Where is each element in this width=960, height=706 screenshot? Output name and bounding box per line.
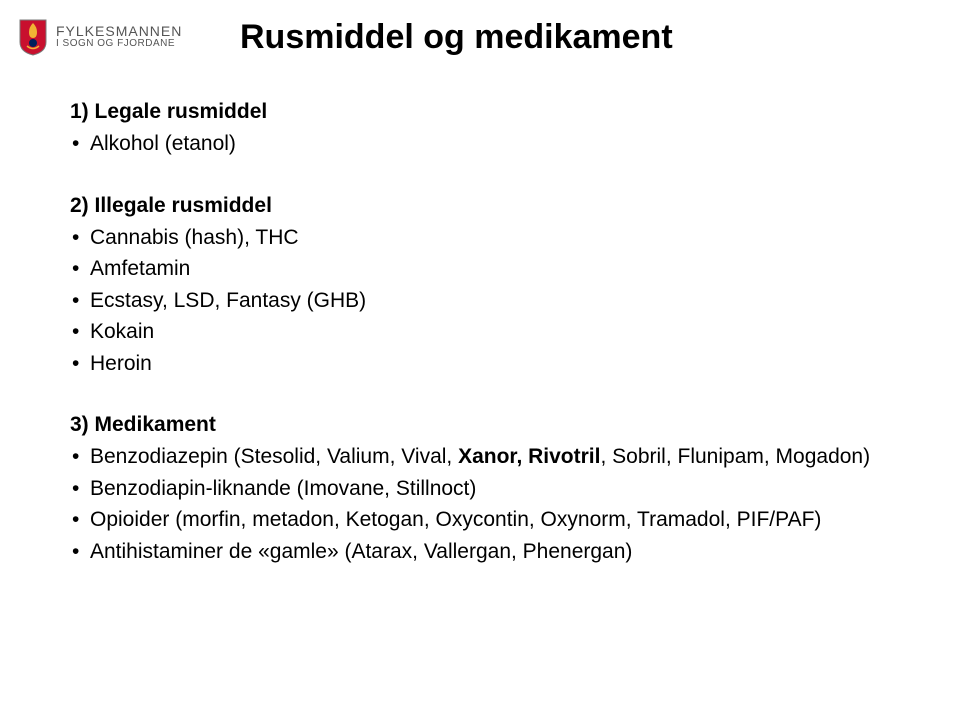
text-prefix: Benzodiazepin (Stesolid, Valium, Vival, xyxy=(90,445,458,468)
section-heading-2: 2) Illegale rusmiddel xyxy=(70,194,920,218)
section-heading-1: 1) Legale rusmiddel xyxy=(70,100,920,124)
list-item: Heroin xyxy=(70,348,920,380)
slide: FYLKESMANNEN I SOGN OG FJORDANE Rusmidde… xyxy=(0,0,960,706)
text-bold: Xanor, Rivotril xyxy=(458,445,600,468)
list-item: Ecstasy, LSD, Fantasy (GHB) xyxy=(70,285,920,317)
section-list-2: Cannabis (hash), THC Amfetamin Ecstasy, … xyxy=(70,222,920,380)
crest-icon xyxy=(18,18,48,56)
list-item: Benzodiazepin (Stesolid, Valium, Vival, … xyxy=(70,441,920,473)
logo-line1: FYLKESMANNEN xyxy=(56,24,182,39)
list-item: Opioider (morfin, metadon, Ketogan, Oxyc… xyxy=(70,504,920,536)
list-item: Kokain xyxy=(70,316,920,348)
section-list-1: Alkohol (etanol) xyxy=(70,128,920,160)
logo: FYLKESMANNEN I SOGN OG FJORDANE xyxy=(18,18,182,56)
list-item: Antihistaminer de «gamle» (Atarax, Valle… xyxy=(70,536,920,568)
text-suffix: , Sobril, Flunipam, Mogadon) xyxy=(600,445,870,468)
list-item: Amfetamin xyxy=(70,253,920,285)
body-content: 1) Legale rusmiddel Alkohol (etanol) 2) … xyxy=(70,100,920,601)
logo-line2: I SOGN OG FJORDANE xyxy=(56,39,182,50)
list-item: Cannabis (hash), THC xyxy=(70,222,920,254)
list-item: Benzodiapin-liknande (Imovane, Stillnoct… xyxy=(70,473,920,505)
page-title: Rusmiddel og medikament xyxy=(240,18,673,57)
section-heading-3: 3) Medikament xyxy=(70,413,920,437)
logo-text: FYLKESMANNEN I SOGN OG FJORDANE xyxy=(56,24,182,49)
section-list-3: Benzodiazepin (Stesolid, Valium, Vival, … xyxy=(70,441,920,567)
list-item: Alkohol (etanol) xyxy=(70,128,920,160)
